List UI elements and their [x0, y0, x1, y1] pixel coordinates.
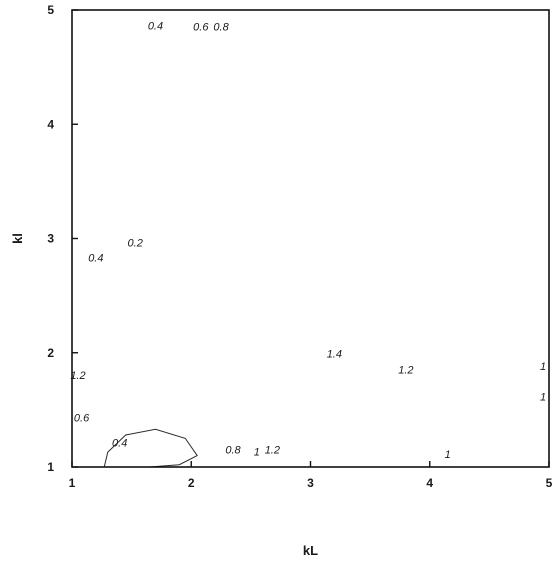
contour-label: 0.2	[128, 237, 143, 249]
contour-label: 0.4	[88, 252, 103, 264]
contour-labels: 0.4 0.6 0.8 0.2 0.4 1.4 1.2 1 1 1.2 0.6 0.4 0.8 1.2 1 1	[70, 20, 546, 460]
contour-label: 1.4	[327, 348, 342, 360]
y-axis-label: kl	[10, 233, 25, 244]
contour-label: 0.4	[112, 437, 127, 449]
x-tick-label: 2	[188, 476, 195, 490]
contour-label: 1	[445, 449, 451, 461]
x-tick-label: 5	[546, 476, 553, 490]
y-tick-label: 5	[47, 3, 54, 17]
contour-label: 0.4	[148, 20, 163, 32]
contour-label: 1	[540, 392, 546, 404]
x-tick-label: 3	[307, 476, 314, 490]
contour-label: 1.2	[398, 364, 413, 376]
y-tick-label: 4	[47, 117, 54, 131]
y-tick-label: 2	[47, 346, 54, 360]
contour-label: 0.8	[213, 22, 229, 34]
x-tick-label: 4	[426, 476, 433, 490]
contour-label: 1	[254, 447, 260, 459]
y-tick-label: 1	[47, 460, 54, 474]
contour-label: 0.6	[74, 412, 90, 424]
axis-ticks: 1 2 3 4 5 1 2 3 4 5	[47, 3, 552, 490]
y-tick-label: 3	[47, 232, 54, 246]
x-axis-label: kL	[303, 543, 318, 558]
contour-label: 0.6	[193, 22, 209, 34]
contour-label: 1.2	[265, 444, 280, 456]
x-tick-label: 1	[69, 476, 76, 490]
contour-label: 1.2	[70, 370, 85, 382]
plot-frame	[71, 9, 550, 468]
contour-label: 1	[540, 361, 546, 373]
contour-label: 0.8	[225, 444, 241, 456]
